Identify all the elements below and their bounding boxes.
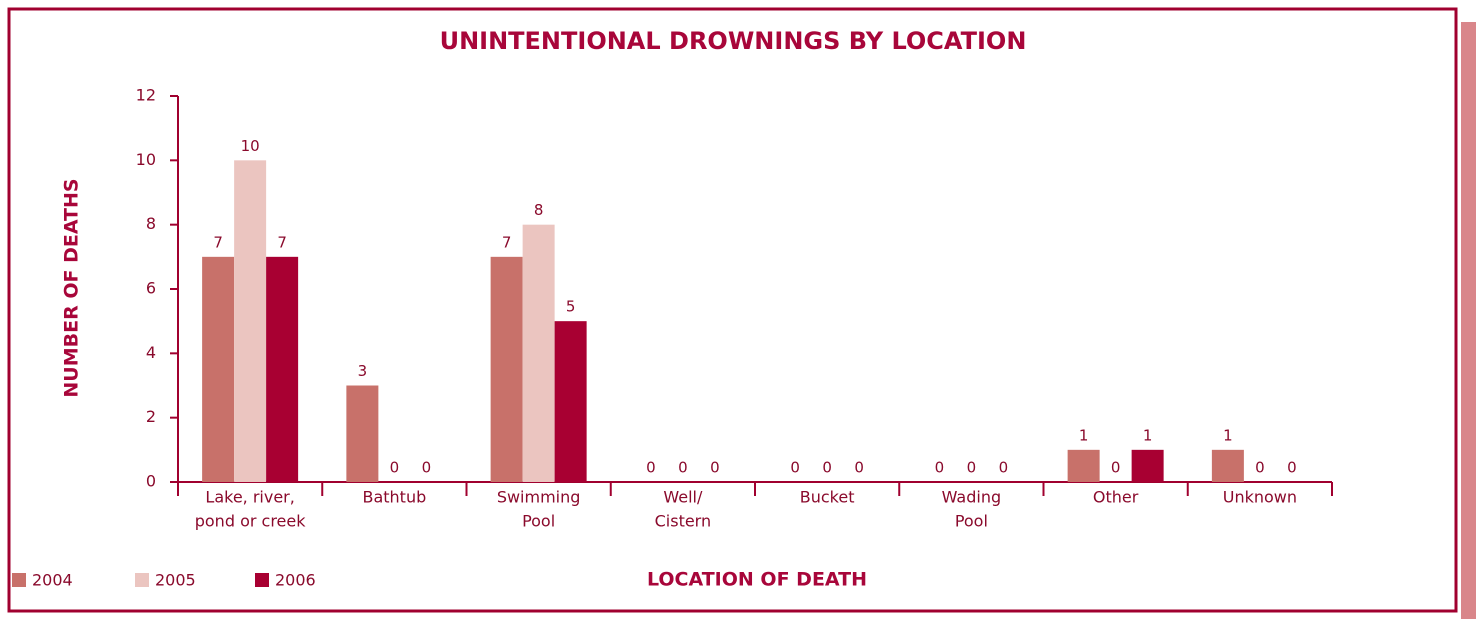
legend-swatch	[12, 573, 26, 587]
y-tick-label: 6	[146, 279, 156, 298]
x-tick-label: Other	[1093, 488, 1139, 507]
y-tick-label: 2	[146, 407, 156, 426]
x-tick-label: pond or creek	[195, 512, 306, 531]
x-tick-label: Cistern	[655, 512, 712, 531]
data-label: 0	[1255, 459, 1265, 477]
data-label: 0	[854, 459, 864, 477]
y-tick-label: 8	[146, 214, 156, 233]
data-label: 0	[678, 459, 688, 477]
x-tick-label: Pool	[522, 512, 555, 531]
data-label: 0	[646, 459, 656, 477]
data-label: 8	[534, 201, 544, 219]
data-label: 1	[1223, 426, 1233, 444]
data-label: 0	[710, 459, 720, 477]
bar	[1211, 449, 1244, 482]
x-tick-label: Wading	[942, 488, 1002, 507]
data-label: 0	[422, 459, 432, 477]
data-label: 3	[358, 362, 368, 380]
data-label: 0	[790, 459, 800, 477]
legend-label: 2004	[32, 571, 73, 590]
bar	[554, 321, 587, 482]
data-label: 0	[999, 459, 1009, 477]
x-tick-label: Pool	[955, 512, 988, 531]
data-label: 10	[241, 137, 260, 155]
data-label: 1	[1143, 426, 1153, 444]
y-axis-label: NUMBER OF DEATHS	[61, 178, 83, 397]
x-tick-label: Well/	[663, 488, 703, 507]
data-label: 7	[213, 233, 223, 251]
y-tick-label: 12	[136, 86, 156, 105]
bar	[522, 224, 555, 482]
legend-label: 2006	[275, 571, 316, 590]
data-label: 0	[390, 459, 400, 477]
x-tick-label: Bathtub	[362, 488, 426, 507]
bar	[346, 385, 379, 482]
bar	[490, 256, 523, 482]
x-tick-label: Lake, river,	[205, 488, 294, 507]
bar	[1067, 449, 1100, 482]
x-tick-label: Swimming	[497, 488, 581, 507]
legend-label: 2005	[155, 571, 196, 590]
side-strip	[1461, 22, 1476, 619]
legend-swatch	[255, 573, 269, 587]
data-label: 0	[1287, 459, 1297, 477]
data-label: 7	[502, 233, 512, 251]
x-axis-label: LOCATION OF DEATH	[647, 569, 867, 591]
data-label: 7	[277, 233, 287, 251]
data-label: 0	[822, 459, 832, 477]
data-label: 0	[967, 459, 977, 477]
legend-swatch	[135, 573, 149, 587]
x-tick-label: Bucket	[800, 488, 855, 507]
bar	[1131, 449, 1164, 482]
y-tick-label: 0	[146, 472, 156, 491]
data-label: 5	[566, 298, 576, 316]
bar	[234, 160, 267, 483]
bar	[202, 256, 235, 482]
data-label: 1	[1079, 426, 1089, 444]
y-tick-label: 4	[146, 343, 156, 362]
bar	[266, 256, 299, 482]
chart-title: UNINTENTIONAL DROWNINGS BY LOCATION	[440, 27, 1027, 55]
y-tick-label: 10	[136, 150, 156, 169]
data-label: 0	[935, 459, 945, 477]
data-label: 0	[1111, 459, 1121, 477]
x-tick-label: Unknown	[1223, 488, 1297, 507]
